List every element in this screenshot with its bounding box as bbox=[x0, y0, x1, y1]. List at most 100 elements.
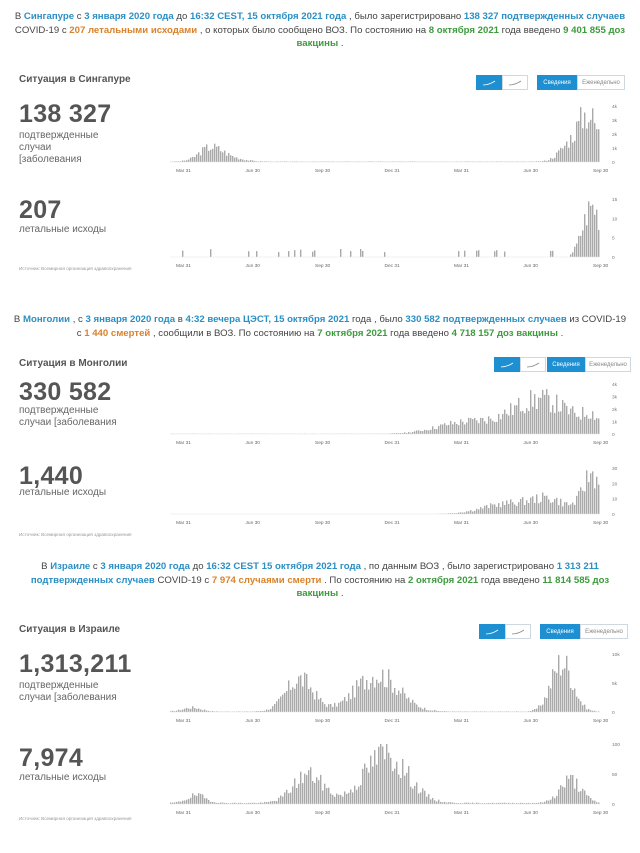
daily-button[interactable]: Сведения bbox=[537, 75, 577, 90]
bar bbox=[504, 505, 506, 514]
country-link[interactable]: Сингапуре bbox=[23, 11, 75, 22]
bar bbox=[562, 400, 564, 434]
bar bbox=[548, 395, 550, 434]
weekly-button[interactable]: Еженедельно bbox=[585, 357, 631, 372]
bar bbox=[588, 122, 590, 162]
period-toggle[interactable]: Сведения Еженедельно bbox=[537, 75, 625, 90]
bar bbox=[190, 708, 192, 712]
bars bbox=[170, 107, 600, 162]
bar bbox=[294, 161, 296, 162]
chart-type-toggle[interactable] bbox=[479, 624, 531, 639]
bar bbox=[496, 506, 498, 514]
country-link[interactable]: Израиле bbox=[50, 561, 91, 572]
bar bbox=[326, 706, 328, 712]
bar bbox=[350, 251, 352, 257]
country-link[interactable]: Монголии bbox=[23, 314, 71, 325]
bar bbox=[194, 156, 196, 162]
bar bbox=[282, 694, 284, 712]
bar bbox=[554, 798, 556, 804]
bar bbox=[334, 796, 336, 804]
bar bbox=[472, 511, 474, 514]
bar bbox=[398, 774, 400, 804]
bar bbox=[284, 692, 286, 712]
bar bbox=[492, 802, 494, 804]
bar bbox=[506, 413, 508, 434]
bar bbox=[298, 676, 300, 712]
bar bbox=[558, 150, 560, 162]
bar bbox=[448, 802, 450, 804]
bar bbox=[234, 802, 236, 804]
line-chart-button[interactable] bbox=[494, 357, 520, 372]
line-chart-button[interactable] bbox=[476, 75, 502, 90]
bar bbox=[364, 689, 366, 712]
bar bbox=[556, 795, 558, 804]
bar bbox=[224, 802, 226, 804]
period-toggle[interactable]: Сведения Еженедельно bbox=[540, 624, 628, 639]
area-chart-button[interactable] bbox=[520, 357, 546, 372]
bar bbox=[178, 161, 180, 162]
bar bbox=[548, 499, 550, 514]
bar bbox=[344, 697, 346, 712]
bar bbox=[380, 744, 382, 804]
bar bbox=[534, 709, 536, 712]
bar bbox=[586, 795, 588, 804]
bar bbox=[496, 250, 498, 257]
period-toggle[interactable]: Сведения Еженедельно bbox=[547, 357, 631, 372]
bar bbox=[366, 767, 368, 804]
deaths-total: 207 bbox=[19, 196, 62, 224]
bar bbox=[590, 710, 592, 712]
area-chart-button[interactable] bbox=[502, 75, 528, 90]
bar bbox=[194, 795, 196, 804]
bar bbox=[294, 250, 296, 257]
bar bbox=[416, 430, 418, 434]
bar bbox=[528, 802, 530, 804]
chart-type-toggle[interactable] bbox=[476, 75, 528, 90]
bar bbox=[288, 251, 290, 257]
bar bbox=[462, 803, 464, 804]
bar bbox=[336, 706, 338, 712]
bar bbox=[438, 799, 440, 804]
bar bbox=[564, 787, 566, 804]
bar bbox=[348, 161, 350, 162]
bar bbox=[452, 711, 454, 712]
bar bbox=[400, 433, 402, 434]
bar bbox=[552, 669, 554, 712]
weekly-button[interactable]: Еженедельно bbox=[580, 624, 628, 639]
bar bbox=[568, 670, 570, 712]
bar bbox=[274, 704, 276, 712]
bar bbox=[434, 429, 436, 434]
bar bbox=[444, 711, 446, 712]
bar bbox=[536, 803, 538, 804]
bar bbox=[308, 689, 310, 712]
cases-label: подтвержденные случаи [заболевания bbox=[19, 680, 117, 703]
x-tick-label: Sep 30 bbox=[315, 263, 331, 269]
bar bbox=[522, 410, 524, 434]
bar bbox=[278, 698, 280, 712]
bar bbox=[228, 803, 230, 804]
bar bbox=[594, 214, 596, 257]
bar bbox=[534, 394, 536, 434]
bar bbox=[450, 802, 452, 804]
bar bbox=[584, 214, 586, 257]
bar bbox=[594, 419, 596, 434]
bar bbox=[576, 696, 578, 712]
bar bbox=[478, 509, 480, 514]
bar bbox=[510, 499, 512, 514]
area-chart-button[interactable] bbox=[505, 624, 531, 639]
bar bbox=[538, 802, 540, 804]
y-tick-label: 0 bbox=[612, 160, 615, 166]
chart-type-toggle[interactable] bbox=[494, 357, 546, 372]
line-chart-button[interactable] bbox=[479, 624, 505, 639]
x-tick-label: Dec 31 bbox=[385, 263, 401, 269]
bar bbox=[480, 417, 482, 434]
bar bbox=[466, 511, 468, 514]
daily-button[interactable]: Сведения bbox=[547, 357, 585, 372]
daily-button[interactable]: Сведения bbox=[540, 624, 580, 639]
weekly-button[interactable]: Еженедельно bbox=[577, 75, 625, 90]
bar bbox=[470, 803, 472, 804]
y-tick-label: 15 bbox=[612, 197, 618, 203]
bar bbox=[514, 405, 516, 434]
bar bbox=[538, 705, 540, 712]
bar bbox=[270, 708, 272, 712]
bar bbox=[566, 655, 568, 712]
